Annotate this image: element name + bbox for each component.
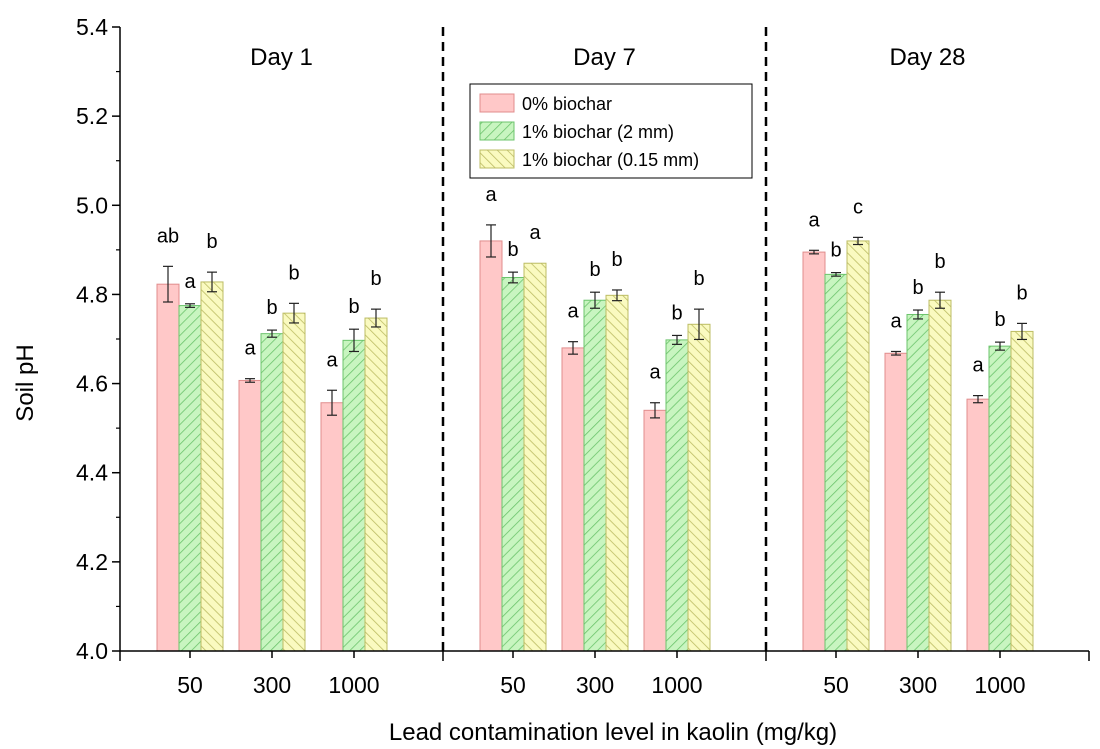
significance-letter: b [693, 268, 704, 290]
bar [583, 299, 607, 652]
bar [364, 317, 388, 652]
y-axis-title: Soil pH [12, 344, 39, 421]
bar [238, 379, 262, 652]
significance-letter: b [288, 262, 299, 284]
legend-label-1: 1% biochar (2 mm) [522, 122, 674, 142]
significance-letter: b [994, 309, 1005, 331]
bar [928, 299, 952, 652]
bar [988, 345, 1012, 652]
legend-swatch-2 [479, 149, 515, 169]
legend-label-0: 0% biochar [522, 94, 612, 114]
bar [282, 312, 306, 652]
significance-letter: b [611, 249, 622, 271]
errorbar-layer [163, 224, 1027, 419]
significance-letter: a [529, 222, 541, 244]
bar [479, 240, 503, 652]
significance-letter: a [808, 209, 820, 231]
panel-labels: Day 1 Day 7 Day 28 [250, 44, 965, 71]
significance-letter: c [853, 196, 863, 218]
significance-letter: b [912, 277, 923, 299]
legend: 0% biochar 1% biochar (2 mm) 1% biochar … [469, 83, 753, 179]
significance-letter: a [972, 355, 984, 377]
y-tick-label: 5.4 [76, 14, 108, 40]
panel-label-1: Day 7 [573, 44, 636, 71]
axes: 50 300 1000 50 300 1000 50 300 1000 4.0 4.2 4.4 4.6 4… [76, 14, 1090, 698]
bar [802, 251, 826, 652]
significance-letter: b [1016, 282, 1027, 304]
legend-swatch-1 [479, 121, 515, 141]
significance-letter: a [649, 362, 661, 384]
bar [501, 276, 525, 652]
significance-letter: b [934, 251, 945, 273]
x-tick-label: 1000 [328, 672, 379, 698]
x-tick-label: 1000 [651, 672, 702, 698]
bars-layer [156, 240, 1034, 652]
x-tick-label: 300 [253, 672, 291, 698]
legend-swatch-0 [479, 93, 515, 113]
legend-box [469, 83, 753, 179]
significance-letter: b [671, 302, 682, 324]
bar [605, 294, 629, 652]
bar [966, 398, 990, 652]
x-tick-label: 50 [177, 672, 203, 698]
x-tick-label: 50 [500, 672, 526, 698]
significance-letter: a [567, 301, 579, 323]
significance-letter: b [589, 259, 600, 281]
y-tick-label: 4.8 [76, 281, 108, 307]
bar [687, 323, 711, 652]
bar [665, 339, 689, 652]
y-tick-label: 4.6 [76, 371, 108, 397]
x-tick-label: 1000 [974, 672, 1025, 698]
x-tick-label: 300 [576, 672, 614, 698]
x-tick-label: 300 [899, 672, 937, 698]
significance-letter: b [370, 268, 381, 290]
panel-label-2: Day 28 [889, 44, 965, 71]
y-tick-label: 4.2 [76, 549, 108, 575]
bar [342, 339, 366, 652]
significance-letter: a [326, 349, 338, 371]
significance-letter: b [266, 297, 277, 319]
y-tick-label: 5.2 [76, 103, 108, 129]
y-tick-label: 4.4 [76, 460, 108, 486]
legend-label-2: 1% biochar (0.15 mm) [522, 150, 699, 170]
bar [643, 409, 667, 652]
significance-letter: b [206, 231, 217, 253]
bar [200, 281, 224, 652]
x-tick-label: 50 [823, 672, 849, 698]
bar [906, 313, 930, 652]
bar [561, 347, 585, 652]
bar [523, 262, 547, 652]
bar [260, 333, 284, 652]
x-axis-title: Lead contamination level in kaolin (mg/k… [389, 719, 837, 746]
bar [1010, 330, 1034, 652]
y-tick-label: 4.0 [76, 638, 108, 664]
bar [884, 352, 908, 652]
bar [846, 240, 870, 652]
bar [156, 283, 180, 652]
significance-letter: b [830, 240, 841, 262]
significance-letter: a [184, 271, 196, 293]
significance-letter: a [890, 310, 902, 332]
bar [824, 273, 848, 652]
significance-letter: ab [157, 225, 179, 247]
significance-letter: a [244, 338, 256, 360]
bar [320, 402, 344, 652]
panel-label-0: Day 1 [250, 44, 313, 71]
significance-letter: a [485, 184, 497, 206]
significance-letter: b [348, 296, 359, 318]
y-tick-label: 5.0 [76, 192, 108, 218]
significance-letter: b [507, 239, 518, 261]
bar [178, 305, 202, 652]
